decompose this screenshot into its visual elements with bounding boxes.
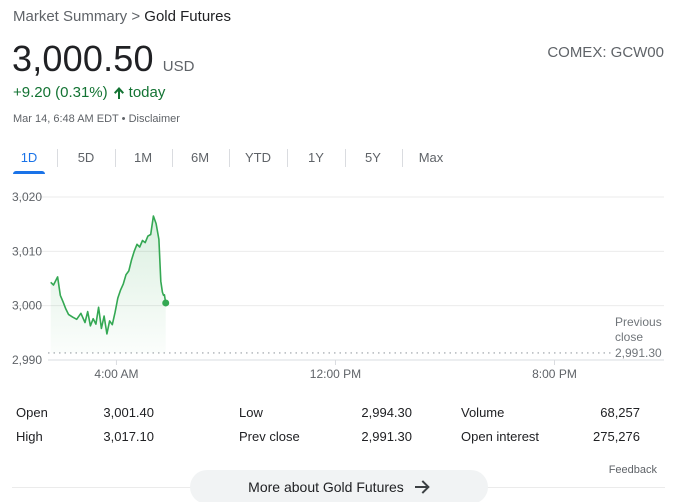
arrow-up-icon <box>113 86 124 99</box>
x-tick-label: 12:00 PM <box>310 367 361 381</box>
exchange-ticker: COMEX: GCW00 <box>547 44 664 61</box>
tab-divider <box>345 149 346 167</box>
breadcrumb: Market Summary > Gold Futures <box>13 8 231 25</box>
price-change: +9.20 (0.31%) today <box>13 84 165 101</box>
stat-value-prev-close: 2,991.30 <box>361 429 412 444</box>
current-price-dot <box>162 299 170 307</box>
y-tick-label: 3,010 <box>12 244 42 258</box>
price-line <box>50 215 167 335</box>
x-tick-label: 4:00 AM <box>94 367 138 381</box>
tab-divider <box>57 149 58 167</box>
previous-close-label: close <box>615 330 643 344</box>
tab-1y[interactable]: 1Y <box>308 150 324 165</box>
stat-label-volume: Volume <box>461 405 505 420</box>
price-row: 3,000.50 USD <box>12 38 194 80</box>
more-about-label: More about Gold Futures <box>248 479 404 495</box>
price-change-value: +9.20 (0.31%) <box>13 84 108 101</box>
tab-5d[interactable]: 5D <box>77 150 95 165</box>
price-area-fill <box>50 216 166 353</box>
tab-5y[interactable]: 5Y <box>365 150 381 165</box>
stat-value-low: 2,994.30 <box>361 405 412 420</box>
more-about-button[interactable]: More about Gold Futures <box>190 470 488 502</box>
breadcrumb-separator: > <box>131 8 141 25</box>
previous-close-value: 2,991.30 <box>615 346 662 360</box>
range-tabs: 1D 5D 1M 6M YTD 1Y 5Y Max <box>0 146 679 174</box>
tab-divider <box>287 149 288 167</box>
currency-label: USD <box>162 58 195 75</box>
tab-ytd[interactable]: YTD <box>245 150 271 165</box>
arrow-right-icon <box>414 480 430 494</box>
tab-divider <box>229 149 230 167</box>
price-change-period: today <box>128 84 166 101</box>
timestamp-text: Mar 14, 6:48 AM EDT <box>13 113 119 125</box>
current-price: 3,000.50 <box>12 38 154 79</box>
stat-value-open: 3,001.40 <box>103 405 154 420</box>
tab-divider <box>115 149 116 167</box>
y-tick-label: 2,990 <box>12 353 42 367</box>
y-tick-label: 3,000 <box>12 299 42 313</box>
tab-max[interactable]: Max <box>418 150 444 165</box>
stat-label-open: Open <box>16 405 48 420</box>
tab-divider <box>402 149 403 167</box>
breadcrumb-market-summary-link[interactable]: Market Summary <box>13 8 128 25</box>
quote-timestamp: Mar 14, 6:48 AM EDT • Disclaimer <box>13 113 180 125</box>
previous-close-label: Previous <box>615 315 662 329</box>
feedback-link[interactable]: Feedback <box>608 464 657 476</box>
timestamp-bullet: • <box>121 113 126 125</box>
disclaimer-link[interactable]: Disclaimer <box>128 113 180 125</box>
y-tick-label: 3,020 <box>12 190 42 204</box>
stat-label-open-interest: Open interest <box>461 429 540 444</box>
stat-label-prev-close: Prev close <box>239 429 300 444</box>
stat-label-high: High <box>16 429 43 444</box>
stat-value-volume: 68,257 <box>600 405 640 420</box>
tab-1m[interactable]: 1M <box>133 150 153 165</box>
breadcrumb-current: Gold Futures <box>144 8 232 25</box>
x-tick-label: 8:00 PM <box>532 367 577 381</box>
tab-1d[interactable]: 1D <box>9 146 49 174</box>
stat-label-low: Low <box>239 405 263 420</box>
tab-divider <box>172 149 173 167</box>
stat-value-open-interest: 275,276 <box>593 429 640 444</box>
stat-value-high: 3,017.10 <box>103 429 154 444</box>
tab-6m[interactable]: 6M <box>190 150 210 165</box>
